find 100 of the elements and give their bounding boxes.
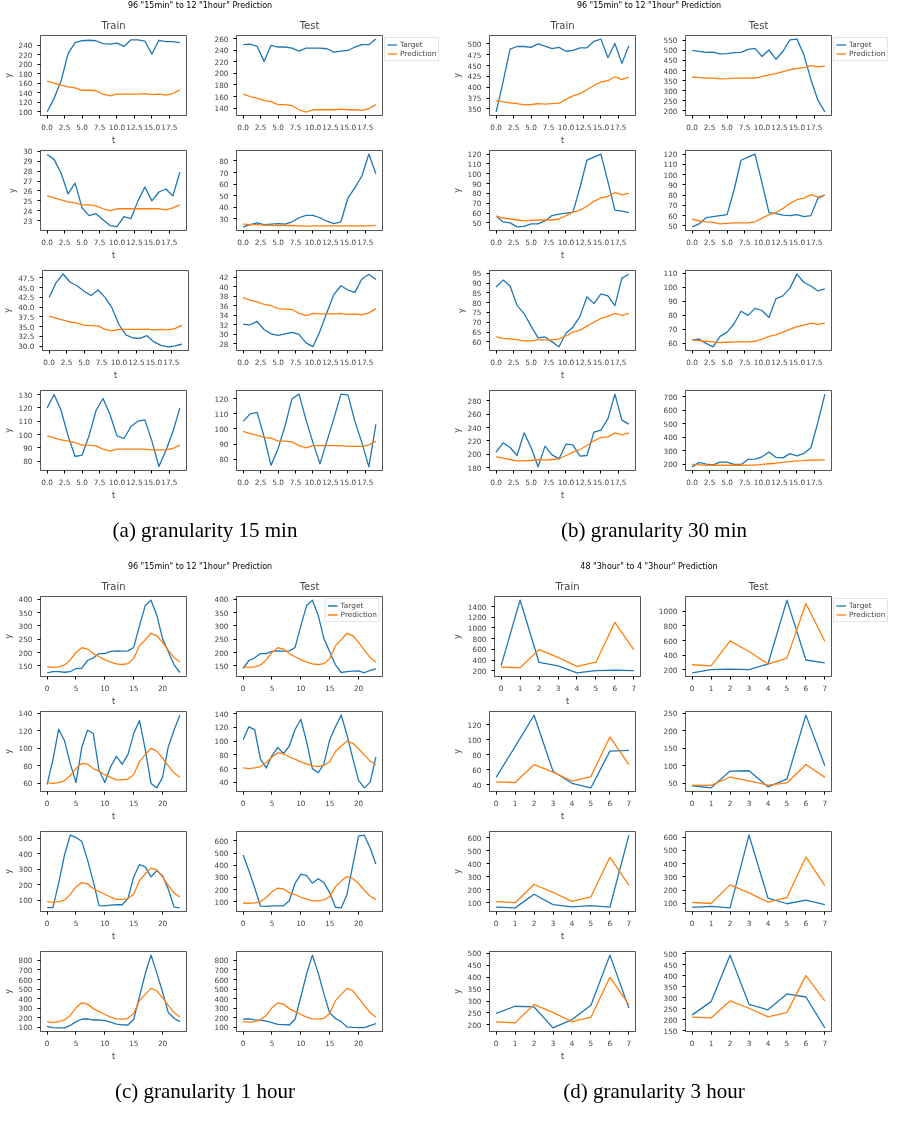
x-axis-title: t [560,931,565,941]
x-axis-title: t [111,1051,116,1061]
line-series [495,153,630,228]
line-series [691,153,826,228]
line-series [691,322,826,344]
line-series [242,296,377,317]
text: (c) granularity 1 hour [114,1078,296,1105]
line-series [691,393,826,468]
line-series [242,834,377,909]
line-series [691,974,826,1019]
x-axis-title: t [111,931,116,941]
line-series [242,740,377,770]
chart-title: Train [100,19,126,31]
y-axis-title: y [3,988,13,994]
line-series [495,38,630,113]
line-series [500,621,635,669]
chart-title: Train [554,580,580,592]
line-series [48,273,183,348]
x-axis-title: t [560,250,565,260]
line-series [242,430,377,449]
line-series [46,80,181,97]
y-axis-title: y [3,748,13,754]
y-axis-title: y [3,307,13,313]
line-series [46,954,181,1029]
line-series [242,599,377,674]
line-series [46,599,181,674]
chart-subtitle: 96 "15min" to 12 "1hour" Prediction [576,0,722,12]
x-axis-title: t [111,696,116,706]
line-series [495,432,630,462]
line-series [495,312,630,342]
y-axis-title: y [452,72,462,78]
line-series [495,76,630,106]
line-series [46,714,181,789]
line-series [495,976,630,1024]
line-series [242,714,377,789]
line-series [242,273,377,348]
y-axis-title: y [452,427,462,433]
text: (b) granularity 30 min [560,517,748,544]
line-series [242,632,377,669]
line-series [691,856,826,905]
line-series [46,393,181,468]
text: (d) granularity 3 hour [563,1078,745,1105]
line-series [495,714,630,789]
line-series [495,954,630,1029]
y-axis-title: y [452,748,462,754]
line-series [500,599,635,674]
line-series [242,875,377,904]
chart-title: Train [100,580,126,592]
chart-subtitle: 48 "3hour" to 4 "3hour" Prediction [580,561,718,573]
line-series [495,191,630,222]
text: (a) granularity 15 min [112,517,298,544]
line-series [495,856,630,904]
line-series [242,38,377,63]
line-series [495,393,630,468]
line-series [46,153,181,228]
line-series [691,954,826,1029]
line-series [495,736,630,784]
line-series [242,93,377,113]
line-series [46,435,181,452]
line-series [242,987,377,1023]
y-axis-title: y [8,187,18,193]
line-series [46,39,181,113]
line-series [691,714,826,789]
line-series [242,393,377,468]
line-series [46,867,181,904]
line-series [46,834,181,909]
y-axis-title: y [3,868,13,874]
y-axis-title: y [452,868,462,874]
line-series [691,193,826,225]
x-axis-title: t [111,250,116,260]
x-axis-title: t [560,135,565,145]
y-axis-title: y [452,187,462,193]
y-axis-title: y [452,988,462,994]
chart-subtitle: 96 "15min" to 12 "1hour" Prediction [127,0,273,12]
line-series [46,987,181,1024]
x-axis-title: t [111,135,116,145]
x-axis-title: t [560,490,565,500]
line-series [691,834,826,909]
x-axis-title: t [560,370,565,380]
y-axis-title: y [452,633,462,639]
x-axis-title: t [565,696,570,706]
y-axis-title: y [3,427,13,433]
line-series [495,834,630,909]
line-series [46,747,181,785]
y-axis-title: y [457,307,467,313]
chart-subtitle: 96 "15min" to 12 "1hour" Prediction [127,561,273,573]
x-axis-title: t [560,811,565,821]
line-series [691,38,826,113]
line-series [691,65,826,80]
x-axis-title: t [111,811,116,821]
chart-title: Test [747,580,769,592]
line-series [495,273,630,348]
line-series [242,153,377,228]
chart-title: Test [747,19,769,31]
chart-title: Test [298,580,320,592]
y-axis-title: y [3,72,13,78]
x-axis-title: t [113,370,118,380]
line-series [691,763,826,787]
line-series [48,315,183,332]
line-series [46,195,181,212]
